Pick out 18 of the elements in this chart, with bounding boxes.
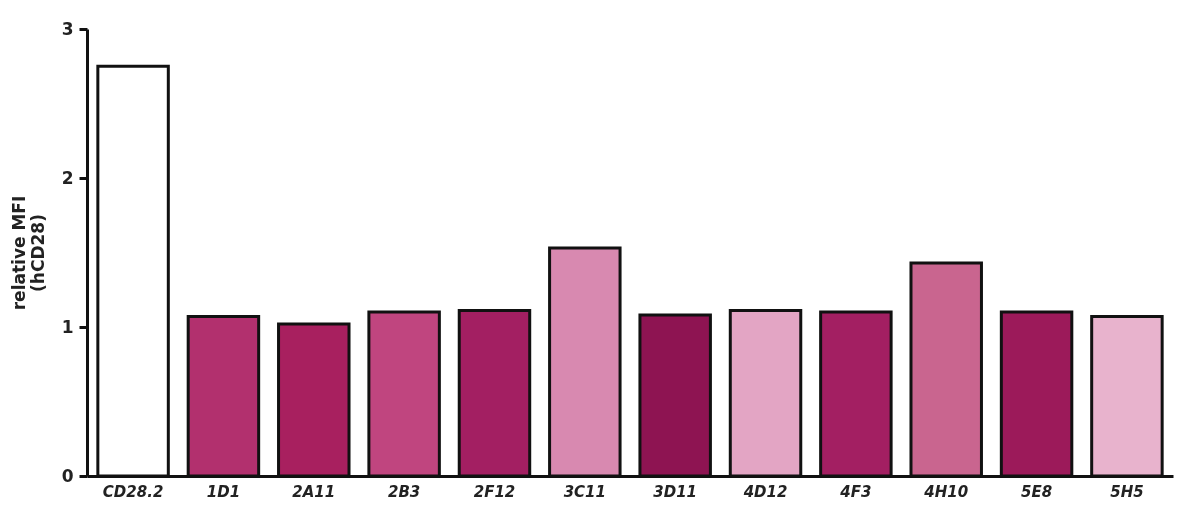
text: (hCD28) <box>27 214 48 292</box>
x-tick-label: 2B3 <box>387 482 421 501</box>
y-tick-label: 2 <box>61 167 74 188</box>
x-tick-label: 4F3 <box>839 482 872 501</box>
x-tick-label: 5E8 <box>1021 482 1053 501</box>
x-tick-label: 5H5 <box>1110 482 1144 501</box>
y-tick-label: 3 <box>61 18 74 39</box>
x-tick-label: 4D12 <box>742 482 788 501</box>
y-tick-label: 0 <box>61 465 74 486</box>
x-tick-label: 2A11 <box>292 482 336 501</box>
text: relative MFI <box>8 195 29 311</box>
y-tick-label: 1 <box>61 316 74 337</box>
x-tick-label: 4H10 <box>923 482 969 501</box>
x-tick-label: 2F12 <box>473 482 516 501</box>
x-tick-label: 3C11 <box>563 482 606 501</box>
x-tick-label: 1D1 <box>206 482 241 501</box>
x-tick-label: 3D11 <box>653 482 698 501</box>
x-tick-label: CD28.2 <box>102 482 164 501</box>
